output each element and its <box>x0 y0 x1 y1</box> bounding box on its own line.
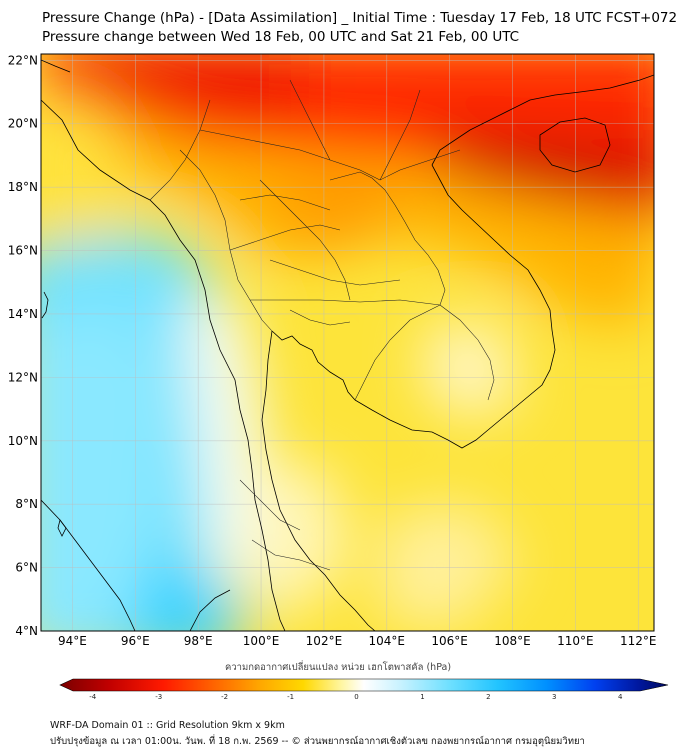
lat-label: 22°N <box>8 53 38 67</box>
lon-label: 98°E <box>184 634 213 648</box>
lat-lon-grid <box>41 54 654 632</box>
colorbar-title: ความกดอากาศเปลี่ยนแปลง หน่วย เฮกโตพาสคัล… <box>224 662 452 673</box>
lat-label: 6°N <box>15 561 38 575</box>
colorbar-tick-label: -1 <box>287 693 294 701</box>
footer-line1: WRF-DA Domain 01 :: Grid Resolution 9km … <box>50 720 285 731</box>
colorbar-tick-label: -2 <box>221 693 228 701</box>
admin-borders <box>149 79 495 571</box>
map-title-line2: Pressure change between Wed 18 Feb, 00 U… <box>42 29 520 45</box>
lon-label: 106°E <box>431 634 468 648</box>
colorbar-tick-label: -4 <box>89 693 97 701</box>
lon-label: 110°E <box>557 634 594 648</box>
footer-line2: ปรับปรุงข้อมูล ณ เวลา 01:00น. วันพ. ที่ … <box>50 736 585 747</box>
lat-label: 14°N <box>8 307 38 321</box>
colorbar-tick-label: 1 <box>420 693 424 701</box>
lat-label: 16°N <box>8 244 38 258</box>
colorbar-tick-label: 0 <box>354 693 358 701</box>
longitude-labels: 94°E 96°E 98°E 100°E 102°E 104°E 106°E 108°E 110… <box>58 634 657 648</box>
map-frame <box>40 53 655 632</box>
lon-label: 100°E <box>243 634 280 648</box>
lon-label: 94°E <box>58 634 87 648</box>
lat-label: 20°N <box>8 117 38 131</box>
latitude-labels: 22°N 20°N 18°N 16°N 14°N 12°N 10°N 8°N 6°N 4°N <box>8 53 38 638</box>
colorbar-ticks: -4 -3 -2 -1 0 1 2 3 4 <box>89 693 623 701</box>
map-title-line1: Pressure Change (hPa) - [Data Assimilati… <box>42 10 676 26</box>
lon-label: 112°E <box>620 634 657 648</box>
lon-label: 108°E <box>494 634 531 648</box>
colorbar-tick-label: -3 <box>155 693 162 701</box>
pressure-field <box>41 54 654 631</box>
coastlines <box>41 59 654 631</box>
lat-label: 10°N <box>8 434 38 448</box>
colorbar-tick-label: 3 <box>552 693 556 701</box>
colorbar-tick-label: 4 <box>618 693 623 701</box>
lon-label: 96°E <box>121 634 150 648</box>
lat-label: 4°N <box>15 624 38 638</box>
lat-label: 18°N <box>8 180 38 194</box>
lon-label: 102°E <box>306 634 343 648</box>
lat-label: 8°N <box>15 497 38 511</box>
lat-label: 12°N <box>8 370 38 384</box>
colorbar-bar <box>59 678 669 692</box>
colorbar-tick-label: 2 <box>486 693 490 701</box>
colorbar: -4 -3 -2 -1 0 1 2 3 4 <box>59 678 669 701</box>
lon-label: 104°E <box>369 634 406 648</box>
